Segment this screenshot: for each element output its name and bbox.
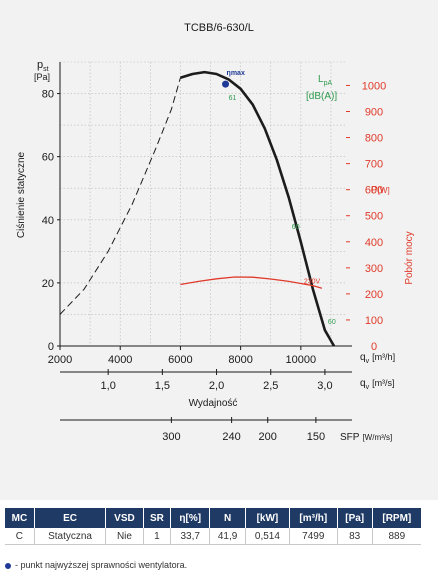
- right-axis-symbol: P: [371, 185, 378, 196]
- left-axis-symbol: p: [37, 59, 43, 71]
- left-axis-label-group: pst [Pa] Ciśnienie statyczne: [16, 59, 50, 238]
- x-axis-primary-tick-label: 10000: [286, 354, 317, 366]
- right-axis-tick-label: 0: [371, 341, 377, 353]
- eta-max-marker-icon: [5, 562, 11, 569]
- sfp-label: SFP: [340, 432, 360, 443]
- cell-kw: 0,514: [245, 528, 290, 545]
- col-header-kw: [kW]: [245, 508, 290, 528]
- cell-flow: 7499: [289, 528, 338, 545]
- x-axis-primary-tick-label: 8000: [228, 354, 252, 366]
- right-axis-tick-label: 200: [365, 289, 383, 301]
- x-axis-primary-tick-label: 2000: [48, 354, 72, 366]
- right-axis-tick-label: 100: [365, 315, 383, 327]
- footnote: - punkt najwyższej sprawności wentylator…: [5, 560, 187, 570]
- left-axis-tick-label: 60: [42, 152, 54, 164]
- left-axis-tick-label: 80: [42, 89, 54, 101]
- sfp-axis-label-group: SFP [W/m³/s]: [340, 432, 392, 443]
- x-axis-secondary-title: Wydajność: [189, 398, 238, 409]
- cell-pa: 83: [337, 528, 373, 545]
- col-header-eta: η[%]: [170, 508, 211, 528]
- x-axis-secondary-tick-label: 1,5: [155, 380, 170, 392]
- right-axis-unit: [W]: [378, 186, 390, 195]
- x-axis-sfp-tick-label: 300: [162, 431, 180, 443]
- right-axis-tick-label: 400: [365, 237, 383, 249]
- left-axis-tick-label: 40: [42, 215, 54, 227]
- x-axis-secondary-tick-label: 2,5: [263, 380, 278, 392]
- table-row: C Statyczna Nie 1 33,7 41,9 0,514 7499 8…: [5, 528, 421, 545]
- right-axis-tick-label: 900: [365, 107, 383, 119]
- eta-max-point: [222, 80, 230, 88]
- left-axis-subscript: st: [43, 66, 49, 73]
- spec-table-header-row: MC EC VSD SR η[%] N [kW] [m³/h] [Pa] [RP…: [5, 508, 421, 528]
- x-axis-primary-tick-label: 4000: [108, 354, 132, 366]
- sfp-unit: [W/m³/s]: [362, 433, 392, 442]
- right-axis-tick-label: 500: [365, 211, 383, 223]
- right-axis-tick-label: 600: [365, 185, 383, 197]
- left-axis-tick-label: 0: [48, 341, 54, 353]
- lpa-unit: [dB(A)]: [306, 91, 337, 102]
- col-header-vsd: VSD: [105, 508, 144, 528]
- x-axis-secondary-tick-label: 3,0: [317, 380, 332, 392]
- spec-table: MC EC VSD SR η[%] N [kW] [m³/h] [Pa] [RP…: [5, 508, 421, 545]
- col-header-rpm: [RPM]: [372, 508, 421, 528]
- x-secondary-unit: [m³/s]: [372, 378, 395, 388]
- footnote-text: - punkt najwyższej sprawności wentylator…: [15, 560, 188, 570]
- x-axis-sfp-tick-label: 200: [259, 431, 277, 443]
- x-primary-symbol: q: [360, 352, 366, 363]
- power-curve: [180, 276, 323, 289]
- x-axis-primary-label-group: qv [m³/h]: [360, 352, 395, 365]
- right-axis-tick-label: 300: [365, 263, 383, 275]
- svg-text:pst: pst: [37, 59, 49, 73]
- chart-title: TCBB/6-630/L: [184, 22, 254, 34]
- col-header-ec: EC: [34, 508, 107, 528]
- x-axis-primary-tick-label: 6000: [168, 354, 192, 366]
- cell-mc: C: [5, 528, 35, 545]
- x-axis-sfp-tick-label: 150: [307, 431, 325, 443]
- col-header-mc: MC: [5, 508, 35, 528]
- pressure-curve: [180, 70, 336, 347]
- x-primary-subscript: v: [366, 358, 370, 365]
- plot-area: [60, 62, 346, 346]
- x-axis-secondary-label-group: qv [m³/s] Wydajność: [189, 378, 395, 409]
- x-axis-secondary-tick-label: 1,0: [101, 380, 116, 392]
- svg-text:LpA: LpA: [318, 74, 332, 87]
- svg-text:SFP[W/m³/s]: SFP [W/m³/s]: [340, 432, 392, 443]
- x-primary-unit: [m³/h]: [372, 352, 395, 362]
- curve-annotation: 230V: [304, 278, 321, 285]
- svg-text:P[W]: P[W]: [371, 185, 390, 196]
- x-axis-secondary-tick-label: 2,0: [209, 380, 224, 392]
- pressure-curve-unstable: [59, 77, 181, 315]
- cell-n: 41,9: [209, 528, 246, 545]
- cell-eta: 33,7: [170, 528, 211, 545]
- lpa-subscript: pA: [324, 80, 333, 87]
- left-axis-unit: [Pa]: [34, 72, 50, 82]
- cell-rpm: 889: [372, 528, 421, 545]
- right-axis-tick-label: 700: [365, 159, 383, 171]
- svg-text:qv[m³/s]: qv [m³/s]: [360, 378, 395, 391]
- right-axis-tick-label: 800: [365, 133, 383, 145]
- right-axis-title: Pobór mocy: [404, 231, 415, 284]
- lpa-symbol: L: [318, 74, 324, 85]
- curve-annotation: 60: [292, 224, 300, 231]
- eta-max-label: ηmax: [227, 70, 245, 77]
- col-header-pa: [Pa]: [337, 508, 373, 528]
- x-axis-sfp-tick-label: 240: [222, 431, 240, 443]
- left-axis-tick-label: 20: [42, 278, 54, 290]
- svg-text:qv[m³/h]: qv [m³/h]: [360, 352, 395, 365]
- col-header-flow: [m³/h]: [289, 508, 338, 528]
- x-secondary-subscript: v: [366, 384, 370, 391]
- curve-annotation: 60: [328, 319, 336, 326]
- x-secondary-symbol: q: [360, 378, 366, 389]
- curve-annotation: 61: [229, 95, 237, 102]
- cell-sr: 1: [143, 528, 172, 545]
- col-header-sr: SR: [143, 508, 172, 528]
- cell-ec: Statyczna: [34, 528, 107, 545]
- lpa-label-group: LpA [dB(A)]: [306, 74, 337, 102]
- right-axis-tick-label: 1000: [362, 80, 386, 92]
- cell-vsd: Nie: [105, 528, 144, 545]
- right-axis-label-group: P[W] Pobór mocy: [371, 185, 415, 285]
- left-axis-title: Ciśnienie statyczne: [16, 151, 27, 238]
- col-header-n: N: [209, 508, 246, 528]
